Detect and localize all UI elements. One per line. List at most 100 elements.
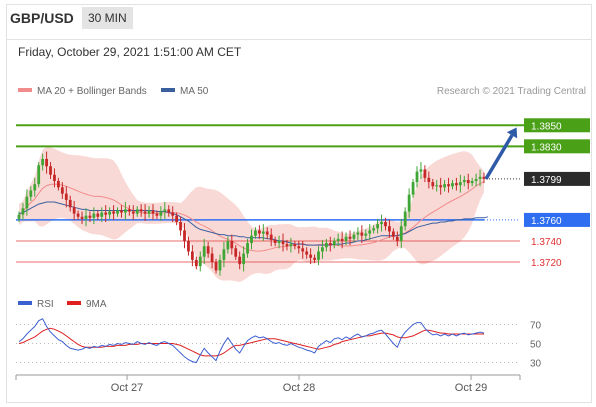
rsi-line: [18, 318, 485, 364]
legend-label-9ma: 9MA: [86, 299, 107, 310]
forecast-arrow-layer: [484, 127, 518, 180]
candle-body: [328, 243, 332, 246]
candle-body: [183, 230, 186, 241]
candle-body: [317, 251, 320, 260]
candle-body: [143, 211, 147, 214]
legend-swatch-rsi: [18, 301, 32, 305]
candle-body: [72, 207, 76, 214]
last-price-label: 1.3799: [531, 175, 562, 186]
candle-body: [462, 179, 466, 183]
candle-body: [175, 215, 179, 223]
candle-body: [151, 210, 155, 214]
candle-body: [368, 230, 372, 234]
candle-body: [435, 185, 439, 187]
candle-body: [265, 231, 269, 235]
candle-body: [293, 244, 297, 247]
candle-body: [187, 240, 190, 252]
candle-body: [127, 209, 131, 212]
candle-body: [458, 182, 462, 186]
candle-body: [45, 158, 48, 167]
bollinger-band-layer: [19, 146, 484, 282]
support-label: 1.3720: [531, 258, 562, 269]
candle-body: [348, 236, 352, 239]
candle-body: [135, 209, 139, 214]
candle-body: [336, 238, 340, 241]
candle-body: [478, 176, 482, 179]
candle-body: [281, 240, 285, 245]
candle-body: [482, 176, 486, 179]
candle-body: [451, 183, 454, 187]
x-tick-label: Oct 29: [455, 382, 487, 394]
research-credit: Research © 2021 Trading Central: [437, 86, 586, 97]
candle-body: [384, 222, 387, 227]
candle-body: [242, 253, 246, 265]
legend-swatch-ma20: [18, 88, 32, 92]
candle-body: [376, 224, 380, 229]
candle-body: [360, 232, 364, 236]
candle-body: [297, 246, 301, 249]
candle-body: [269, 234, 273, 240]
currency-pair-title: GBP/USD: [10, 10, 74, 26]
candle-body: [289, 244, 293, 247]
candle-body: [340, 238, 344, 241]
ma20-line: [18, 181, 485, 252]
candle-body: [431, 182, 435, 187]
candle-body: [407, 194, 411, 212]
candle-body: [96, 213, 100, 217]
pivot-tag: [524, 212, 590, 227]
candle-body: [120, 210, 123, 213]
legend-label-ma20: MA 20 + Bollinger Bands: [37, 86, 147, 97]
candle-body: [443, 184, 446, 188]
candle-body: [277, 240, 281, 244]
candle-body: [309, 254, 313, 258]
candle-body: [64, 193, 68, 200]
candle-body: [33, 184, 37, 191]
candle-body: [29, 190, 33, 197]
candle-body: [470, 181, 474, 184]
timeframe-badge[interactable]: 30 MIN: [82, 7, 133, 29]
price-label-layer: 1.3850 1.3830 1.3799 1.3760 1.3740 1.3720: [524, 118, 590, 269]
last-price-tag: [524, 171, 590, 186]
candle-body: [202, 246, 206, 257]
candle-body: [60, 187, 64, 194]
candle-body: [380, 222, 383, 225]
candle-body: [324, 243, 328, 248]
candle-body: [167, 209, 171, 213]
candle-body: [163, 209, 167, 212]
resistance-tag: [524, 139, 590, 154]
x-axis-ticks: Oct 27 Oct 28 Oct 29: [15, 375, 521, 394]
candle-body: [190, 251, 194, 260]
candle-body: [238, 256, 242, 265]
candle-body: [344, 236, 348, 241]
candle-body: [246, 243, 249, 254]
x-tick-label: Oct 28: [283, 382, 315, 394]
candle-body: [474, 178, 478, 182]
candle-body: [427, 177, 431, 183]
candle-body: [332, 240, 336, 246]
rsi-tick-label: 50: [530, 340, 542, 351]
candle-body: [139, 209, 143, 212]
candle-body: [49, 166, 52, 175]
candle-body: [257, 230, 261, 234]
candle-body: [305, 251, 309, 255]
candle-body: [352, 234, 356, 239]
candle-body: [147, 210, 151, 214]
candle-body: [179, 222, 182, 231]
legend-label-ma50: MA 50: [180, 86, 209, 97]
candle-body: [313, 257, 316, 260]
candle-body: [230, 240, 234, 249]
legend-label-rsi: RSI: [37, 299, 54, 310]
candle-body: [403, 211, 407, 227]
candle-body: [399, 226, 403, 241]
rsi-tick-label: 30: [530, 359, 542, 370]
candle-body: [455, 183, 458, 186]
candle-body: [155, 213, 159, 216]
candle-body: [57, 181, 60, 188]
candle-body: [194, 259, 198, 267]
candle-body: [108, 211, 112, 215]
rsi-tick-label: 70: [530, 321, 542, 332]
candle-body: [84, 215, 88, 219]
candle-body: [214, 261, 218, 271]
candle-body: [37, 165, 41, 185]
